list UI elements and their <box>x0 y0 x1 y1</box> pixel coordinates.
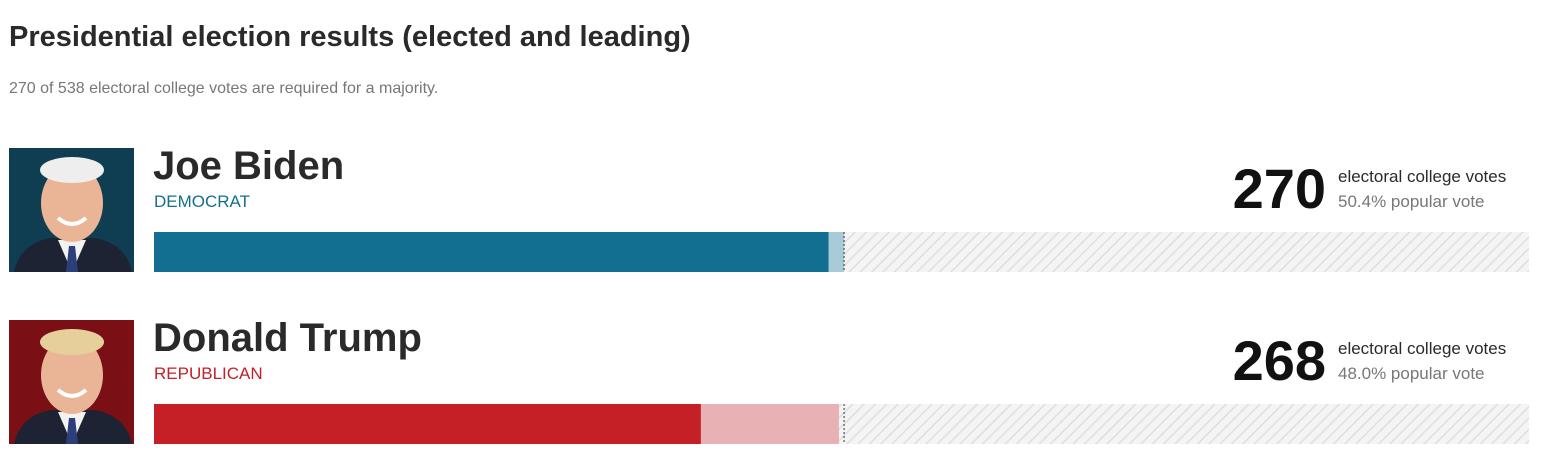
candidate-name: Donald Trump <box>153 316 422 360</box>
party: DEMOCRAT <box>154 192 250 211</box>
photo-face <box>41 336 103 414</box>
bar-leading <box>700 404 839 444</box>
photo-hair <box>40 157 104 183</box>
subtitle: 270 of 538 electoral college votes are r… <box>9 80 438 97</box>
votes-label: electoral college votes <box>1338 167 1506 186</box>
photo-smile <box>56 216 88 226</box>
photo-tie <box>66 418 78 444</box>
photo-face <box>41 164 103 242</box>
candidate-name: Joe Biden <box>153 144 344 188</box>
title: Presidential election results (elected a… <box>9 21 691 53</box>
bar-elected <box>154 404 701 444</box>
electoral-votes: 268 <box>1233 329 1326 392</box>
photo-smile <box>56 388 88 398</box>
popular-vote: 50.4% popular vote <box>1338 192 1485 211</box>
bar-leading <box>828 232 845 272</box>
candidate-row: Joe Biden DEMOCRAT 270 electoral college vo… <box>9 144 1529 272</box>
votes-label: electoral college votes <box>1338 339 1506 358</box>
popular-vote: 48.0% popular vote <box>1338 364 1485 383</box>
bar-elected <box>154 232 829 272</box>
candidate-row: Donald Trump REPUBLICAN 268 electoral colle… <box>9 316 1529 444</box>
photo-tie <box>66 246 78 272</box>
electoral-votes: 270 <box>1233 157 1326 220</box>
photo-hair <box>40 329 104 355</box>
party: REPUBLICAN <box>154 364 263 383</box>
